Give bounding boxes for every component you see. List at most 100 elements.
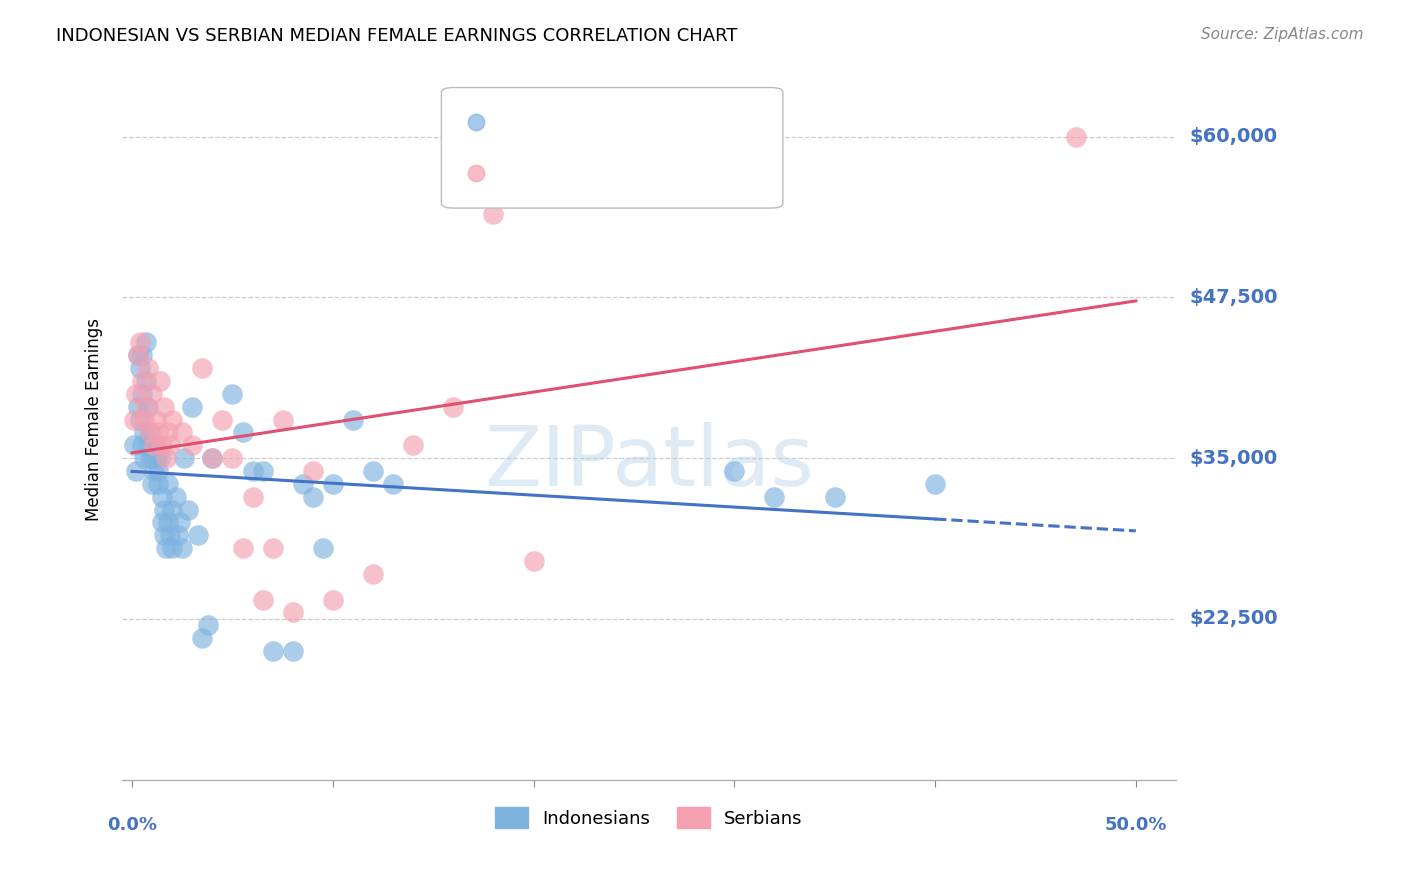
Point <box>122 438 145 452</box>
Point <box>131 348 153 362</box>
Point <box>221 387 243 401</box>
Point <box>187 528 209 542</box>
Point <box>129 361 152 376</box>
Point <box>312 541 335 556</box>
Point <box>361 464 384 478</box>
Point <box>201 451 224 466</box>
Legend: Indonesians, Serbians: Indonesians, Serbians <box>488 800 810 836</box>
Point <box>148 464 170 478</box>
Point <box>172 425 194 440</box>
Point <box>291 476 314 491</box>
Point <box>197 618 219 632</box>
Point <box>157 425 180 440</box>
Point <box>191 631 214 645</box>
Text: $22,500: $22,500 <box>1189 609 1278 628</box>
Point <box>271 412 294 426</box>
Point <box>172 541 194 556</box>
Point <box>136 361 159 376</box>
Point <box>262 541 284 556</box>
Text: $60,000: $60,000 <box>1189 128 1278 146</box>
Point <box>441 400 464 414</box>
Point <box>143 464 166 478</box>
Point <box>135 400 157 414</box>
Point <box>136 438 159 452</box>
Point <box>149 374 172 388</box>
Point <box>139 425 162 440</box>
Point <box>159 528 181 542</box>
Point <box>301 490 323 504</box>
Point <box>149 451 172 466</box>
Point <box>129 335 152 350</box>
Point <box>201 451 224 466</box>
Text: ZIPatlas: ZIPatlas <box>484 422 814 503</box>
Point <box>139 451 162 466</box>
Point <box>723 464 745 478</box>
Point <box>924 476 946 491</box>
Point <box>155 451 177 466</box>
Point <box>122 412 145 426</box>
Point <box>145 438 167 452</box>
Point <box>167 528 190 542</box>
Point <box>169 516 191 530</box>
Point <box>242 464 264 478</box>
Point <box>824 490 846 504</box>
Point <box>242 490 264 504</box>
Point <box>322 476 344 491</box>
Point <box>148 425 170 440</box>
Point <box>763 490 786 504</box>
Point <box>148 476 170 491</box>
Text: $47,500: $47,500 <box>1189 288 1278 307</box>
Point <box>162 541 184 556</box>
Point <box>153 502 176 516</box>
Point <box>131 374 153 388</box>
Y-axis label: Median Female Earnings: Median Female Earnings <box>86 318 103 521</box>
Point <box>165 490 187 504</box>
Point <box>301 464 323 478</box>
Point <box>153 400 176 414</box>
Point <box>252 464 274 478</box>
Point <box>134 412 156 426</box>
Point <box>153 528 176 542</box>
Point <box>322 592 344 607</box>
Point <box>159 438 181 452</box>
Point <box>141 451 163 466</box>
Point <box>131 438 153 452</box>
Point <box>134 451 156 466</box>
Point <box>262 644 284 658</box>
Point <box>141 476 163 491</box>
Point <box>191 361 214 376</box>
Point <box>181 400 204 414</box>
Point <box>134 425 156 440</box>
Point <box>136 400 159 414</box>
Point <box>127 348 149 362</box>
Point <box>125 387 148 401</box>
Point <box>127 348 149 362</box>
Text: Source: ZipAtlas.com: Source: ZipAtlas.com <box>1201 27 1364 42</box>
Point <box>150 516 173 530</box>
Point <box>145 451 167 466</box>
Point <box>402 438 425 452</box>
Point <box>181 438 204 452</box>
Point <box>173 451 195 466</box>
Point <box>162 412 184 426</box>
Text: INDONESIAN VS SERBIAN MEDIAN FEMALE EARNINGS CORRELATION CHART: INDONESIAN VS SERBIAN MEDIAN FEMALE EARN… <box>56 27 738 45</box>
Point <box>139 425 162 440</box>
Point <box>135 335 157 350</box>
Point <box>281 644 304 658</box>
Point <box>382 476 405 491</box>
Point <box>482 207 505 221</box>
Text: 0.0%: 0.0% <box>107 815 157 834</box>
Point <box>143 438 166 452</box>
Point <box>162 502 184 516</box>
Point <box>1064 129 1087 144</box>
Point <box>157 516 180 530</box>
Point <box>231 541 253 556</box>
Point <box>141 387 163 401</box>
Point <box>135 374 157 388</box>
Point <box>150 438 173 452</box>
Point <box>177 502 200 516</box>
Point <box>342 412 364 426</box>
Point <box>281 606 304 620</box>
Point <box>125 464 148 478</box>
Point <box>155 541 177 556</box>
